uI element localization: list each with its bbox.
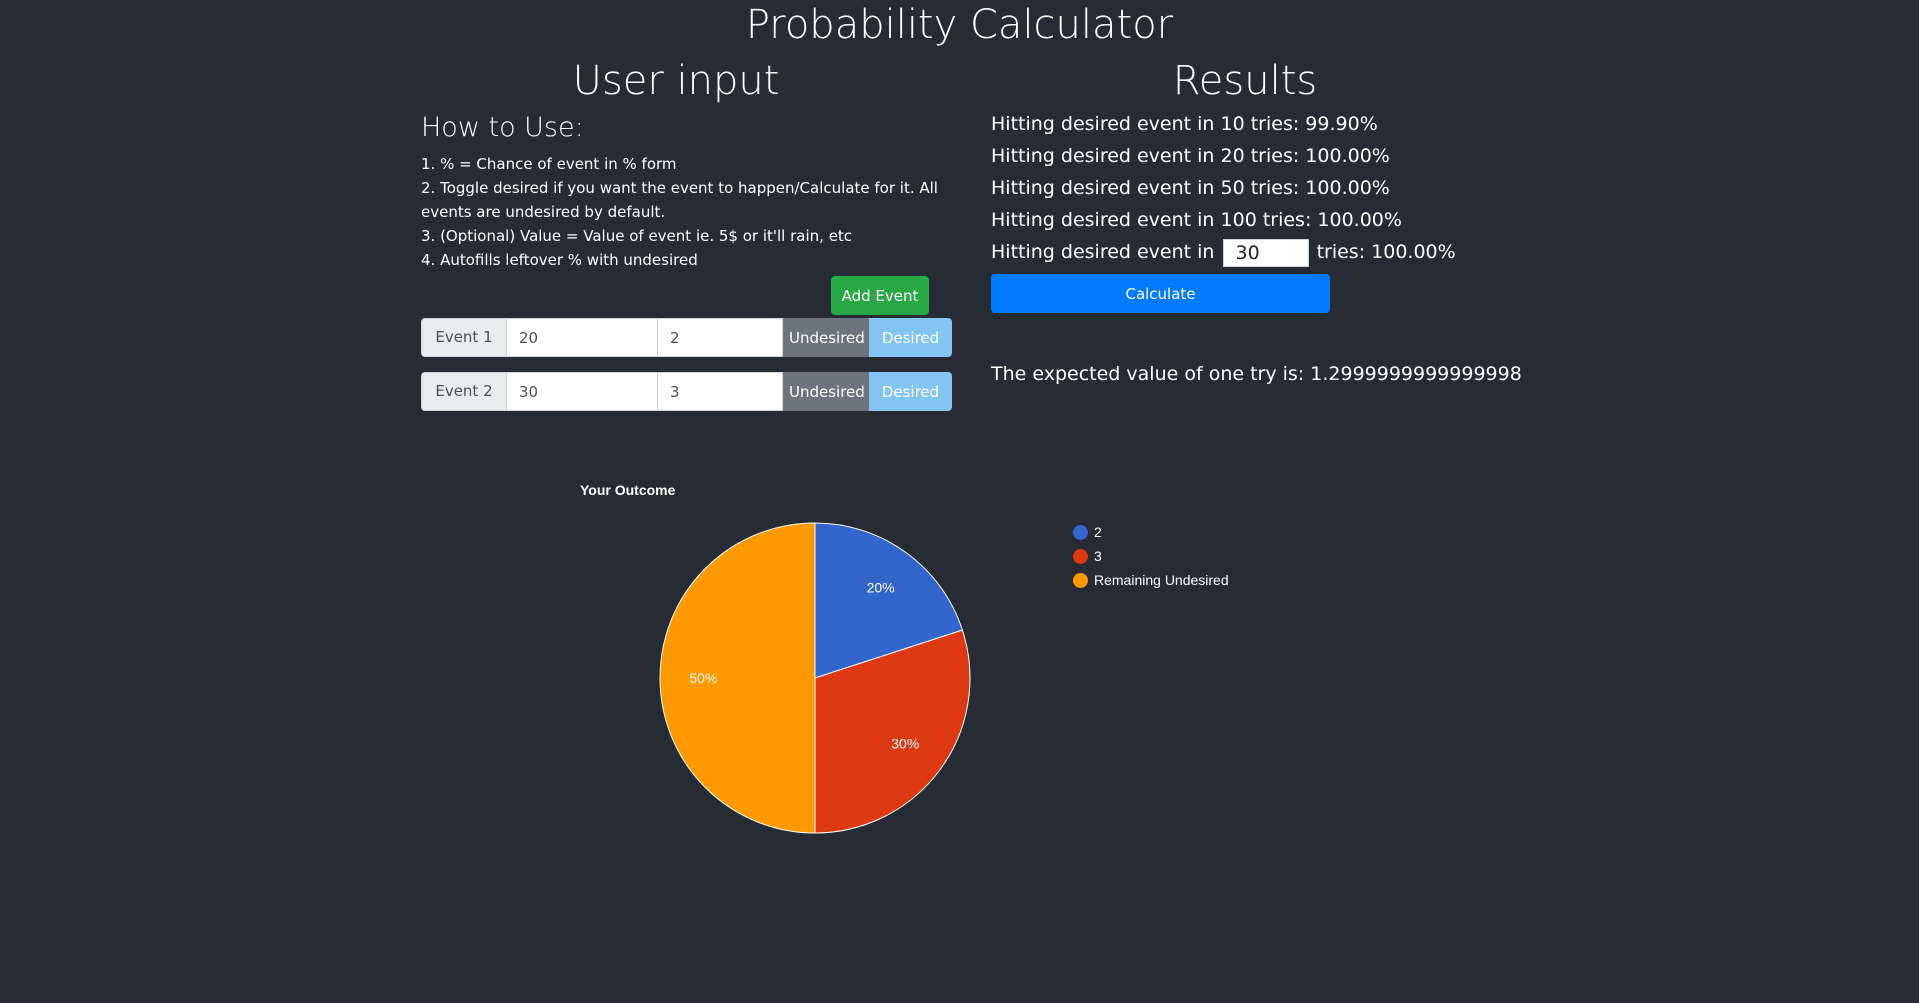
custom-prefix: Hitting desired event in [991, 241, 1215, 263]
legend-marker [1073, 548, 1088, 564]
chart-title: Your Outcome [580, 482, 676, 498]
legend-item-2[interactable]: Remaining Undesired [1073, 568, 1229, 592]
pie-slice-label-0: 20% [867, 580, 895, 596]
event-row-1: Event 1 Undesired Desired [421, 318, 952, 357]
result-100-tries: Hitting desired event in 100 tries: 100.… [991, 209, 1402, 231]
instruction-4: 4. Autofills leftover % with undesired [421, 251, 698, 269]
instructions: 1. % = Chance of event in % form 2. Togg… [421, 152, 941, 272]
legend-item-0[interactable]: 2 [1073, 520, 1229, 544]
undesired-toggle-button[interactable]: Undesired [783, 372, 869, 411]
desired-toggle-button[interactable]: Desired [869, 318, 952, 357]
user-input-title: User input [572, 58, 780, 104]
result-10-tries: Hitting desired event in 10 tries: 99.90… [991, 113, 1378, 135]
legend-label: Remaining Undesired [1094, 572, 1229, 588]
pie-slice-0[interactable] [814, 522, 964, 679]
how-to-use-heading: How to Use: [421, 112, 584, 143]
instruction-1: 1. % = Chance of event in % form [421, 155, 677, 173]
result-50-tries: Hitting desired event in 50 tries: 100.0… [991, 177, 1390, 199]
pie-chart: 20% 30% 50% [659, 522, 971, 834]
calculate-button[interactable]: Calculate [991, 274, 1330, 313]
pie-slice-label-2: 50% [689, 670, 717, 686]
add-event-button[interactable]: Add Event [831, 276, 929, 315]
instruction-3: 3. (Optional) Value = Value of event ie.… [421, 227, 853, 245]
desired-toggle-button[interactable]: Desired [869, 372, 952, 411]
event-label: Event 2 [421, 372, 507, 411]
event-row-2: Event 2 Undesired Desired [421, 372, 952, 411]
pie-slice-label-1: 30% [891, 736, 919, 752]
legend-marker [1073, 524, 1088, 540]
app-title: Probability Calculator [745, 2, 1174, 48]
undesired-toggle-button[interactable]: Undesired [783, 318, 869, 357]
pie-slice-2[interactable] [659, 522, 816, 834]
event-value-input[interactable] [657, 318, 783, 357]
event-percent-input[interactable] [506, 318, 658, 357]
event-label: Event 1 [421, 318, 507, 357]
legend-label: 2 [1094, 524, 1102, 540]
event-percent-input[interactable] [506, 372, 658, 411]
result-20-tries: Hitting desired event in 20 tries: 100.0… [991, 145, 1390, 167]
result-custom-tries: Hitting desired event in tries: 100.00% [991, 238, 1456, 267]
instruction-2: 2. Toggle desired if you want the event … [421, 179, 938, 221]
results-title: Results [1172, 58, 1318, 104]
chart-legend: 2 3 Remaining Undesired [1073, 520, 1229, 592]
event-value-input[interactable] [657, 372, 783, 411]
custom-suffix: tries: 100.00% [1316, 241, 1456, 263]
legend-item-1[interactable]: 3 [1073, 544, 1229, 568]
tries-input[interactable] [1222, 238, 1309, 267]
legend-label: 3 [1094, 548, 1102, 564]
legend-marker [1073, 572, 1088, 588]
expected-value-text: The expected value of one try is: 1.2999… [991, 363, 1522, 385]
pie-slice-1[interactable] [814, 629, 971, 834]
